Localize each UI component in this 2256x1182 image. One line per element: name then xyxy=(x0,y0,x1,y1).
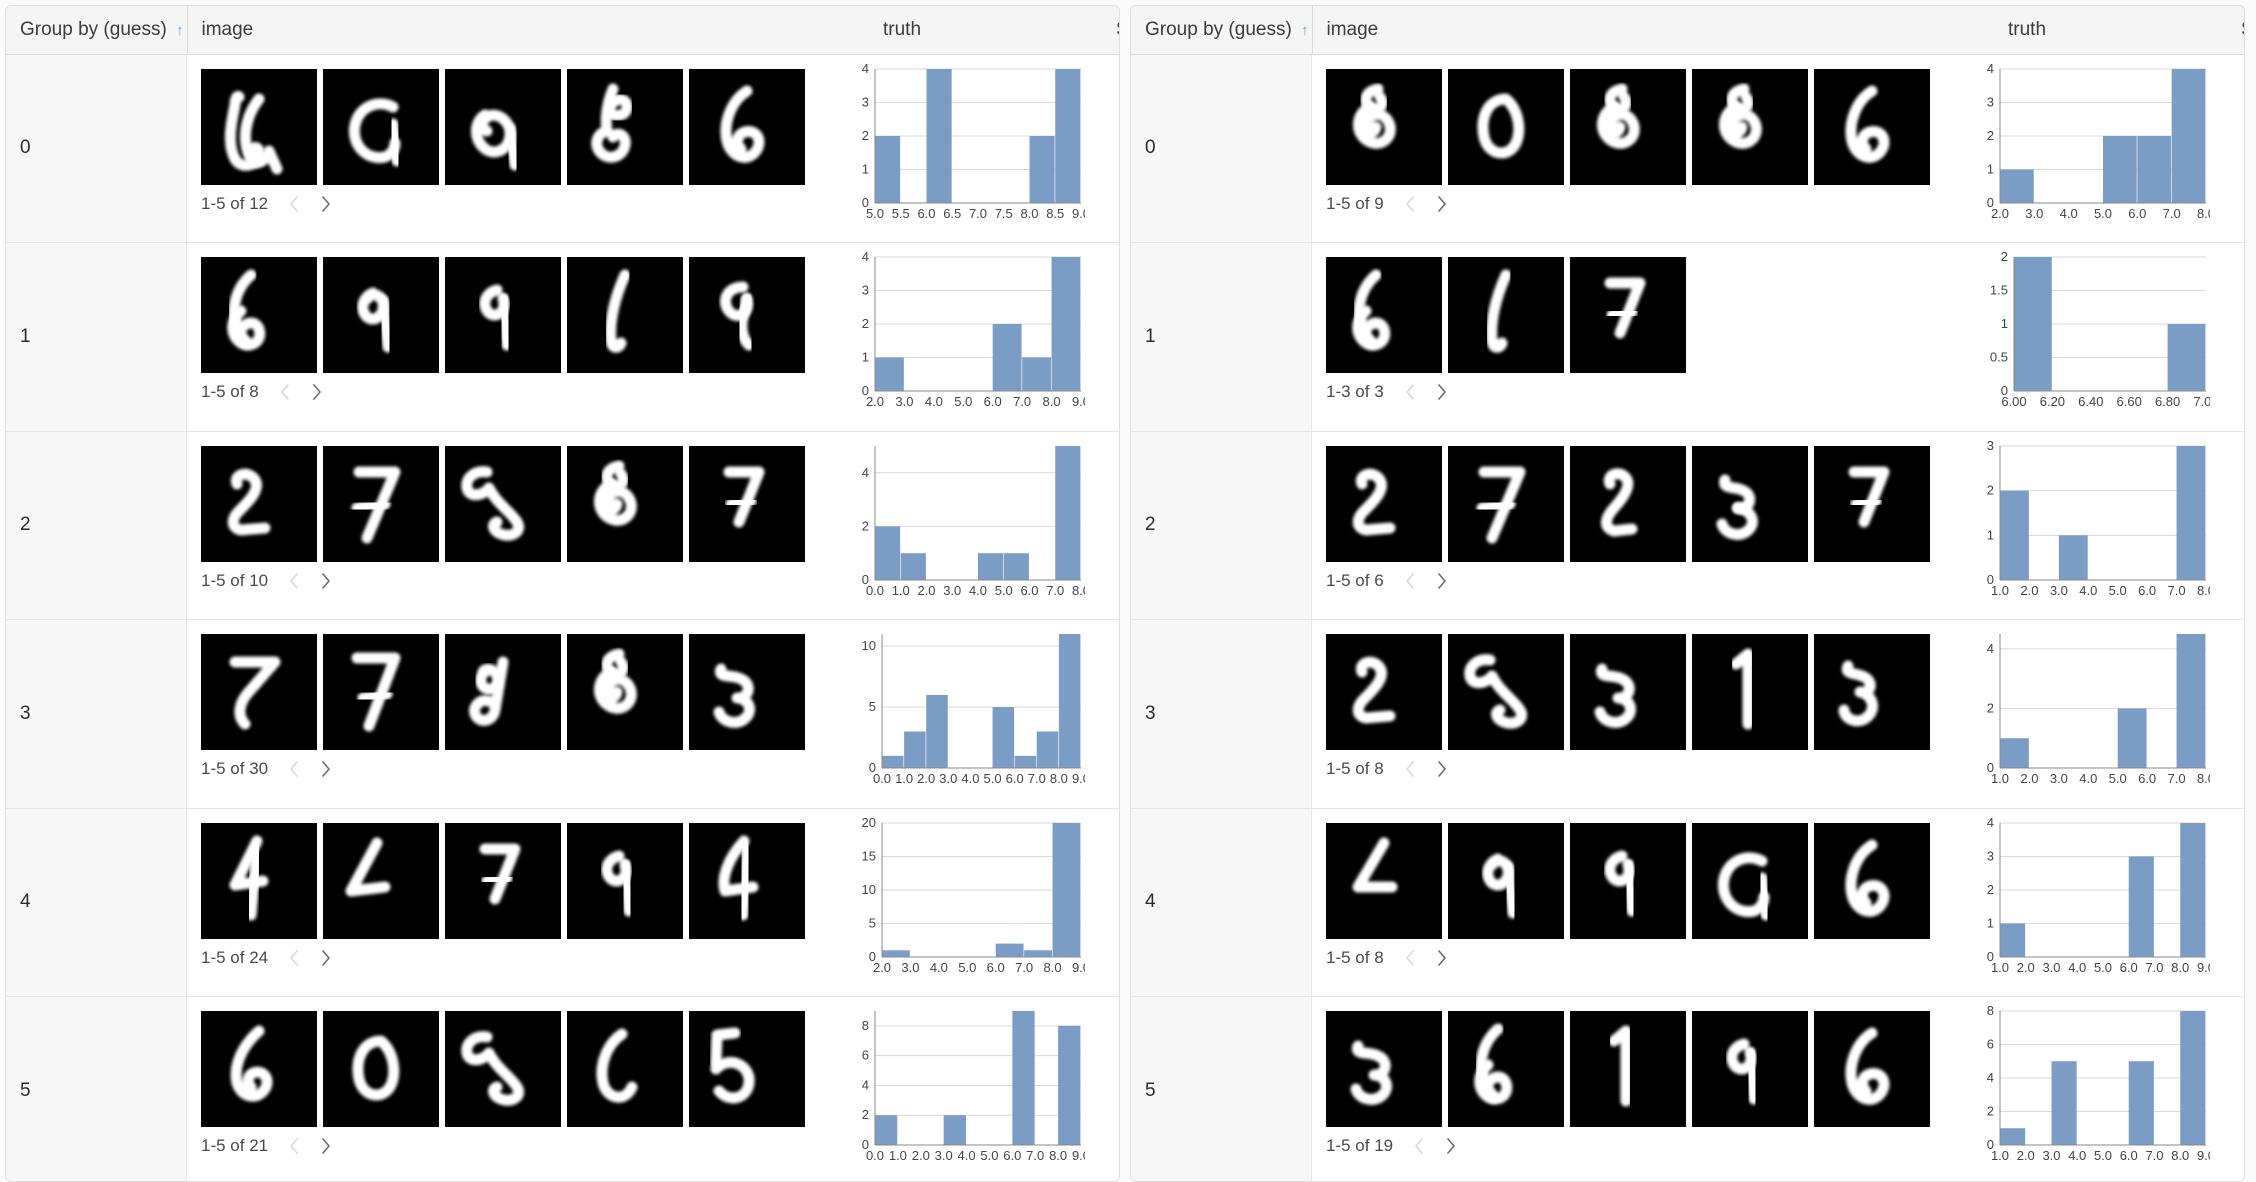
svg-text:3.0: 3.0 xyxy=(935,1148,953,1163)
svg-text:8.0: 8.0 xyxy=(1043,394,1061,409)
svg-text:2.0: 2.0 xyxy=(2020,583,2038,598)
svg-text:4.0: 4.0 xyxy=(2068,960,2086,975)
svg-text:7.0: 7.0 xyxy=(2163,206,2181,221)
svg-text:4.0: 4.0 xyxy=(961,771,979,786)
svg-text:6.0: 6.0 xyxy=(984,394,1002,409)
svg-text:4.0: 4.0 xyxy=(2060,206,2078,221)
svg-text:2.0: 2.0 xyxy=(917,583,935,598)
svg-text:0.0: 0.0 xyxy=(873,771,891,786)
svg-text:5.0: 5.0 xyxy=(2109,771,2127,786)
svg-text:7.0: 7.0 xyxy=(1013,394,1031,409)
svg-text:4.0: 4.0 xyxy=(930,960,948,975)
svg-text:3.0: 3.0 xyxy=(901,960,919,975)
svg-text:3.0: 3.0 xyxy=(2050,771,2068,786)
svg-text:2: 2 xyxy=(2001,251,2008,264)
svg-text:4.0: 4.0 xyxy=(2079,583,2097,598)
svg-text:6.0: 6.0 xyxy=(1020,583,1038,598)
svg-text:9.0: 9.0 xyxy=(1072,1148,1085,1163)
svg-text:5.5: 5.5 xyxy=(892,206,910,221)
svg-text:7.0: 7.0 xyxy=(969,206,987,221)
svg-text:8.0: 8.0 xyxy=(2171,960,2189,975)
svg-text:5.0: 5.0 xyxy=(954,394,972,409)
svg-text:5.0: 5.0 xyxy=(958,960,976,975)
svg-text:1: 1 xyxy=(2001,316,2008,331)
svg-text:6.40: 6.40 xyxy=(2078,394,2103,409)
svg-text:3.0: 3.0 xyxy=(2042,1148,2060,1163)
svg-text:4.0: 4.0 xyxy=(969,583,987,598)
svg-text:9.0: 9.0 xyxy=(1072,206,1085,221)
svg-text:4.0: 4.0 xyxy=(2068,1148,2086,1163)
svg-text:5.0: 5.0 xyxy=(2109,583,2127,598)
svg-text:3.0: 3.0 xyxy=(2025,206,2043,221)
svg-text:7.0: 7.0 xyxy=(2168,771,2186,786)
svg-text:7.00: 7.00 xyxy=(2193,394,2210,409)
svg-text:8.5: 8.5 xyxy=(1046,206,1064,221)
svg-text:4.0: 4.0 xyxy=(958,1148,976,1163)
svg-text:3.0: 3.0 xyxy=(2042,960,2060,975)
svg-text:9.0: 9.0 xyxy=(2197,960,2210,975)
svg-text:6.0: 6.0 xyxy=(2120,1148,2138,1163)
svg-text:5: 5 xyxy=(869,699,876,714)
svg-text:5: 5 xyxy=(869,915,876,930)
svg-text:2.0: 2.0 xyxy=(2017,960,2035,975)
svg-text:5.0: 5.0 xyxy=(2094,206,2112,221)
svg-text:1.0: 1.0 xyxy=(889,1148,907,1163)
svg-text:7.5: 7.5 xyxy=(995,206,1013,221)
svg-text:3.0: 3.0 xyxy=(895,394,913,409)
svg-text:5.0: 5.0 xyxy=(2094,960,2112,975)
svg-text:2.0: 2.0 xyxy=(917,771,935,786)
svg-text:6.60: 6.60 xyxy=(2117,394,2142,409)
svg-text:6.80: 6.80 xyxy=(2155,394,2180,409)
svg-text:3.0: 3.0 xyxy=(939,771,957,786)
svg-text:8.0: 8.0 xyxy=(1072,583,1085,598)
svg-text:4.0: 4.0 xyxy=(925,394,943,409)
svg-text:7.0: 7.0 xyxy=(1026,1148,1044,1163)
svg-text:2.0: 2.0 xyxy=(912,1148,930,1163)
svg-text:5.0: 5.0 xyxy=(980,1148,998,1163)
svg-text:6.00: 6.00 xyxy=(2001,394,2026,409)
svg-text:6.5: 6.5 xyxy=(943,206,961,221)
svg-text:6.20: 6.20 xyxy=(2040,394,2065,409)
svg-text:7.0: 7.0 xyxy=(1046,583,1064,598)
svg-text:7.0: 7.0 xyxy=(1028,771,1046,786)
svg-text:6.0: 6.0 xyxy=(987,960,1005,975)
svg-text:1.0: 1.0 xyxy=(895,771,913,786)
svg-text:7.0: 7.0 xyxy=(1015,960,1033,975)
svg-text:8.0: 8.0 xyxy=(1049,1148,1067,1163)
svg-text:6.0: 6.0 xyxy=(2128,206,2146,221)
svg-text:9.0: 9.0 xyxy=(1072,771,1085,786)
svg-text:8.0: 8.0 xyxy=(2197,583,2210,598)
svg-text:5.0: 5.0 xyxy=(995,583,1013,598)
svg-text:6.0: 6.0 xyxy=(1003,1148,1021,1163)
svg-text:6.0: 6.0 xyxy=(917,206,935,221)
svg-text:7.0: 7.0 xyxy=(2145,960,2163,975)
svg-text:7.0: 7.0 xyxy=(2145,1148,2163,1163)
svg-text:9.0: 9.0 xyxy=(2197,1148,2210,1163)
svg-text:6.0: 6.0 xyxy=(2138,583,2156,598)
svg-text:8.0: 8.0 xyxy=(2171,1148,2189,1163)
svg-text:2.0: 2.0 xyxy=(873,960,891,975)
svg-text:2.0: 2.0 xyxy=(2017,1148,2035,1163)
svg-text:3.0: 3.0 xyxy=(2050,583,2068,598)
svg-text:8.0: 8.0 xyxy=(1050,771,1068,786)
svg-text:7.0: 7.0 xyxy=(2168,583,2186,598)
svg-text:1.0: 1.0 xyxy=(892,583,910,598)
svg-text:5.0: 5.0 xyxy=(2094,1148,2112,1163)
svg-text:4.0: 4.0 xyxy=(2079,771,2097,786)
svg-text:6.0: 6.0 xyxy=(2138,771,2156,786)
svg-text:8.0: 8.0 xyxy=(1044,960,1062,975)
svg-text:8.0: 8.0 xyxy=(1020,206,1038,221)
svg-text:9.0: 9.0 xyxy=(1072,394,1085,409)
svg-text:3.0: 3.0 xyxy=(943,583,961,598)
svg-text:5.0: 5.0 xyxy=(984,771,1002,786)
svg-text:8.0: 8.0 xyxy=(2197,771,2210,786)
svg-text:6.0: 6.0 xyxy=(2120,960,2138,975)
svg-text:6.0: 6.0 xyxy=(1006,771,1024,786)
svg-text:8.0: 8.0 xyxy=(2197,206,2210,221)
svg-text:2.0: 2.0 xyxy=(2020,771,2038,786)
svg-text:9.0: 9.0 xyxy=(1072,960,1085,975)
